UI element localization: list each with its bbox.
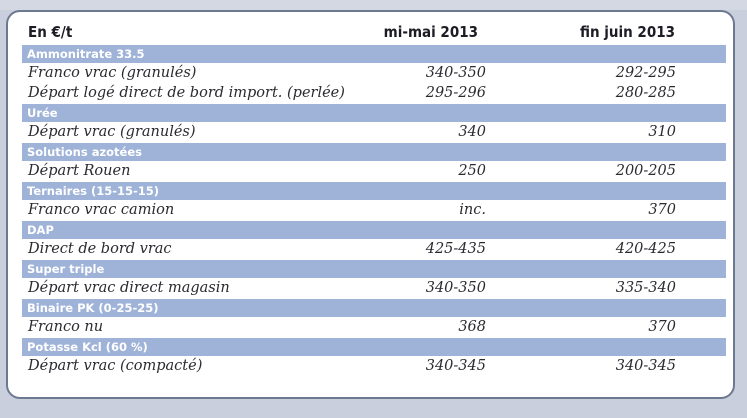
table-row: Départ vrac (granulés) 340 310 xyxy=(22,122,726,142)
row-label: Départ vrac direct magasin xyxy=(28,280,230,296)
value-mid-may: 250 xyxy=(458,163,486,179)
value-mid-may: 340-345 xyxy=(425,358,486,374)
unit-header: En €/t xyxy=(28,23,73,41)
price-table-card: En €/t mi-mai 2013 fin juin 2013 Ammonit… xyxy=(6,10,735,399)
table-row: Franco vrac (granulés) 340-350 292-295 xyxy=(22,63,726,83)
category-row: Potasse Kcl (60 %) xyxy=(22,338,726,356)
value-end-june: 420-425 xyxy=(615,241,676,257)
row-label: Franco vrac camion xyxy=(28,202,175,218)
category-row: Solutions azotées xyxy=(22,143,726,161)
table-row: Franco vrac camion inc. 370 xyxy=(22,200,726,220)
table-body: Ammonitrate 33.5 Franco vrac (granulés) 34… xyxy=(22,44,726,376)
value-end-june: 335-340 xyxy=(615,280,676,296)
table-row: Direct de bord vrac 425-435 420-425 xyxy=(22,239,726,259)
table-row: Départ logé direct de bord import. (perl… xyxy=(22,83,726,103)
value-mid-may: 340-350 xyxy=(425,280,486,296)
table-row: Départ vrac (compacté) 340-345 340-345 xyxy=(22,356,726,376)
value-end-june: 292-295 xyxy=(615,65,676,81)
row-label: Franco nu xyxy=(28,319,104,335)
value-end-june: 340-345 xyxy=(615,358,676,374)
row-label: Départ vrac (compacté) xyxy=(28,358,203,374)
value-mid-may: 295-296 xyxy=(425,85,486,101)
value-mid-may: 425-435 xyxy=(425,241,486,257)
value-end-june: 370 xyxy=(648,202,676,218)
value-end-june: 200-205 xyxy=(615,163,676,179)
row-label: Franco vrac (granulés) xyxy=(28,65,197,81)
value-mid-may: 340 xyxy=(458,124,486,140)
table-row: Départ vrac direct magasin 340-350 335-340 xyxy=(22,278,726,298)
column-header-end-june: fin juin 2013 xyxy=(579,23,675,41)
category-row: Binaire PK (0-25-25) xyxy=(22,299,726,317)
category-row: Ammonitrate 33.5 xyxy=(22,45,726,63)
category-row: Urée xyxy=(22,104,726,122)
value-end-june: 370 xyxy=(648,319,676,335)
row-label: Départ vrac (granulés) xyxy=(28,124,196,140)
value-mid-may: 368 xyxy=(458,319,486,335)
row-label: Départ logé direct de bord import. (perl… xyxy=(28,85,345,101)
value-end-june: 280-285 xyxy=(615,85,676,101)
value-end-june: 310 xyxy=(648,124,676,140)
table-row: Départ Rouen 250 200-205 xyxy=(22,161,726,181)
row-label: Direct de bord vrac xyxy=(28,241,172,257)
category-row: DAP xyxy=(22,221,726,239)
value-mid-may: 340-350 xyxy=(425,65,486,81)
category-row: Super triple xyxy=(22,260,726,278)
category-row: Ternaires (15-15-15) xyxy=(22,182,726,200)
row-label: Départ Rouen xyxy=(28,163,131,179)
table-header: En €/t mi-mai 2013 fin juin 2013 xyxy=(8,20,733,46)
table-row: Franco nu 368 370 xyxy=(22,317,726,337)
value-mid-may: inc. xyxy=(459,202,486,218)
column-header-mid-may: mi-mai 2013 xyxy=(383,23,478,41)
top-strip xyxy=(0,0,747,10)
